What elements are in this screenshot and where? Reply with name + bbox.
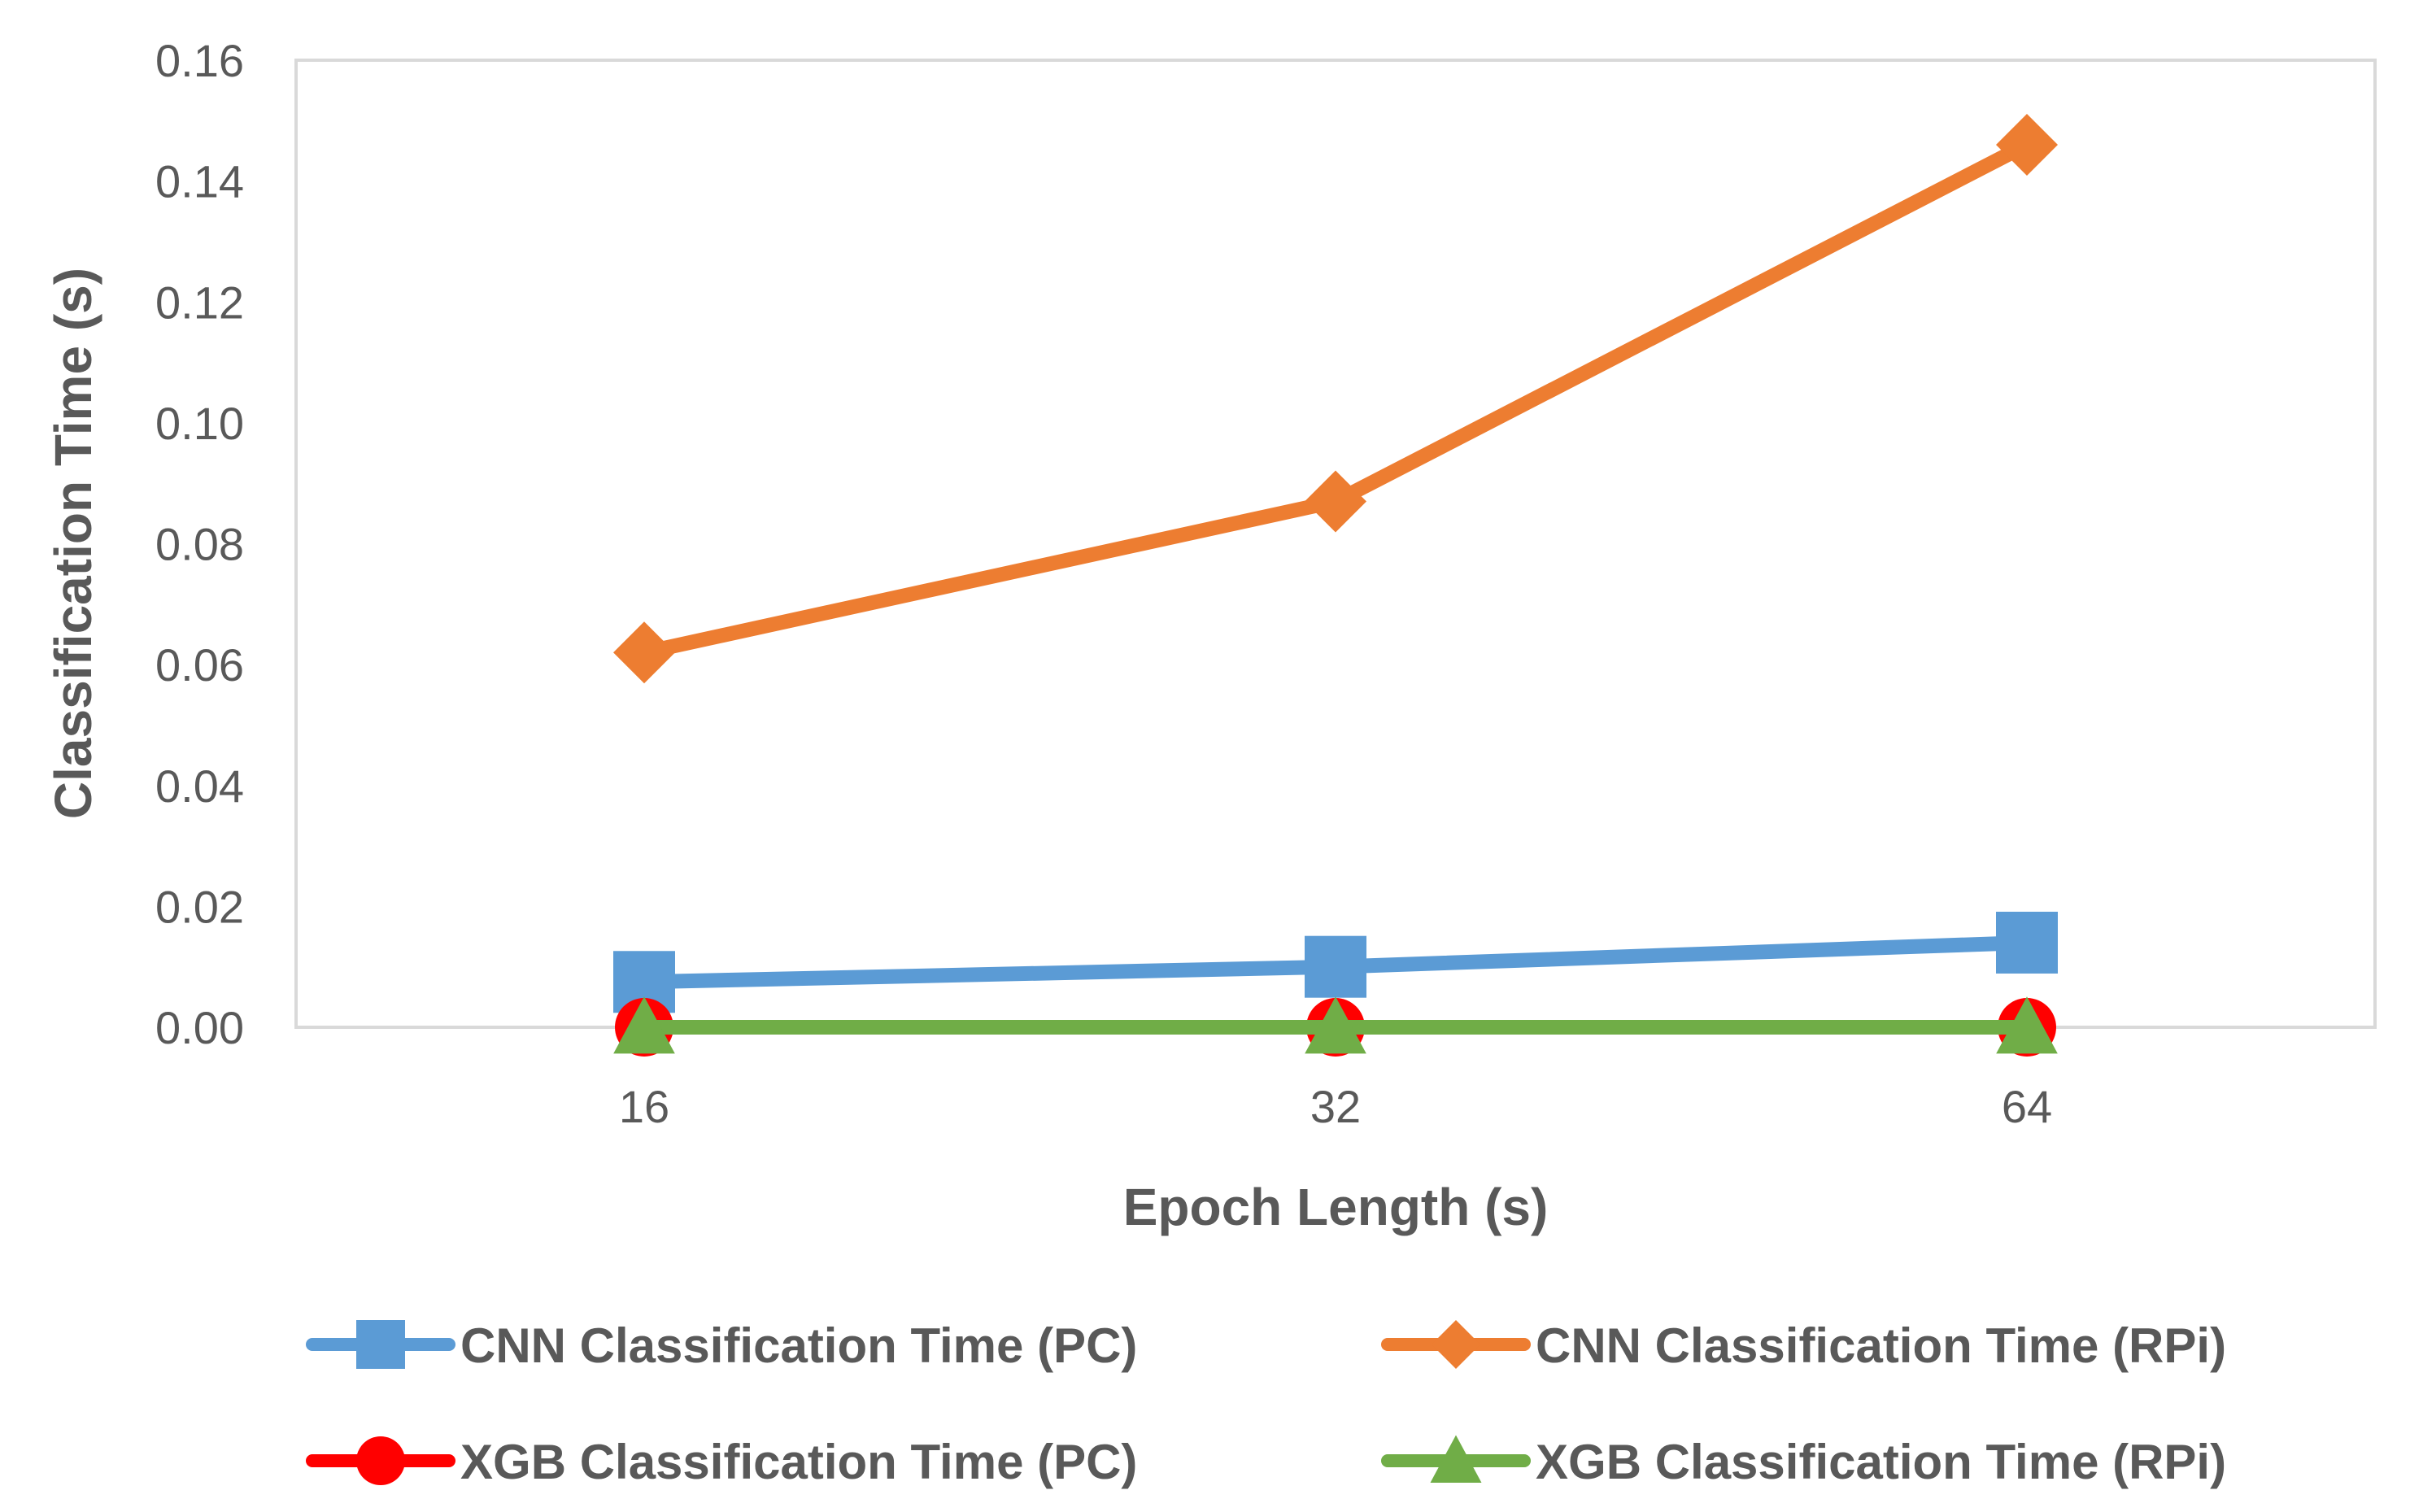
legend-item: XGB Classification Time (RPi)	[1381, 1435, 2226, 1489]
legend-label: CNN Classification Time (RPi)	[1536, 1318, 2226, 1373]
data-point	[1305, 935, 1366, 998]
legend-label: XGB Classification Time (RPi)	[1536, 1435, 2226, 1489]
series-layer	[613, 114, 2058, 1057]
series-2	[613, 114, 2058, 684]
y-axis-title: Classification Time (s)	[44, 268, 102, 819]
legend: CNN Classification Time (PC) CNN Classifi…	[306, 1318, 2226, 1489]
y-tick-label: 0.12	[155, 277, 244, 328]
data-point	[613, 621, 675, 684]
plot-area	[294, 59, 2377, 1029]
x-tick-label: 32	[1310, 1081, 1361, 1132]
x-axis-ticks: 16 32 64	[619, 1081, 2052, 1132]
data-point	[1305, 470, 1366, 533]
y-tick-label: 0.10	[155, 398, 244, 449]
y-tick-label: 0.16	[155, 35, 244, 86]
x-axis-title: Epoch Length (s)	[1123, 1178, 1549, 1236]
x-tick-label: 16	[619, 1081, 669, 1132]
x-tick-label: 64	[2002, 1081, 2052, 1132]
y-tick-label: 0.00	[155, 1002, 244, 1053]
data-point	[1996, 996, 2058, 1054]
y-tick-label: 0.08	[155, 519, 244, 570]
legend-item: XGB Classification Time (PC)	[306, 1435, 1137, 1489]
data-point	[1996, 114, 2058, 176]
legend-marker	[1430, 1435, 1482, 1483]
data-point	[1996, 911, 2058, 974]
y-tick-label: 0.14	[155, 156, 244, 207]
legend-label: CNN Classification Time (PC)	[460, 1318, 1137, 1373]
data-point	[613, 996, 675, 1054]
legend-item: CNN Classification Time (PC)	[306, 1318, 1137, 1373]
legend-marker	[356, 1436, 405, 1485]
y-tick-label: 0.04	[155, 760, 244, 812]
y-tick-label: 0.02	[155, 881, 244, 932]
legend-marker	[1432, 1320, 1480, 1369]
y-axis-ticks: 0.00 0.02 0.04 0.06 0.08 0.10 0.12 0.14 0.16	[155, 35, 244, 1053]
series-4	[613, 996, 2058, 1054]
series-line	[637, 137, 2034, 660]
legend-label: XGB Classification Time (PC)	[460, 1435, 1137, 1489]
legend-item: CNN Classification Time (RPi)	[1381, 1318, 2226, 1373]
legend-marker	[356, 1320, 405, 1369]
data-point	[1305, 996, 1366, 1054]
y-tick-label: 0.06	[155, 639, 244, 691]
series-1	[613, 911, 2058, 1013]
